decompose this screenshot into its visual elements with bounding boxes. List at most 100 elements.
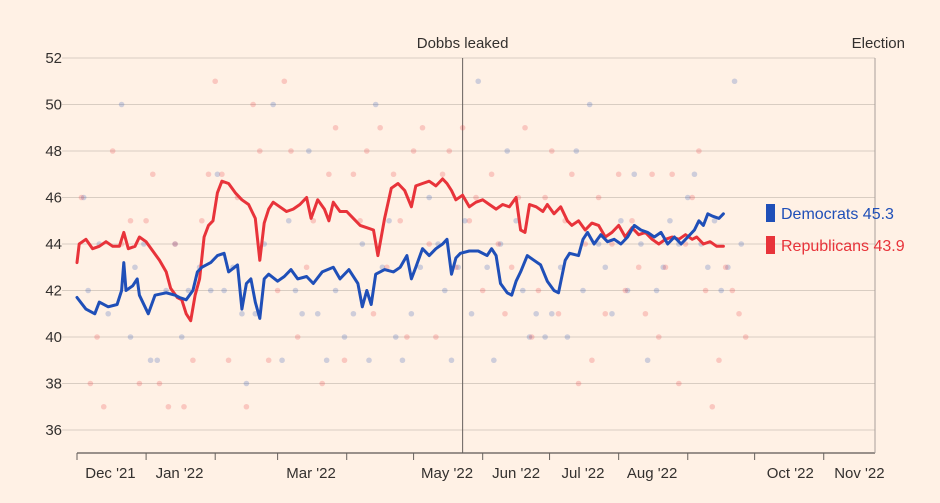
- poll-dot-republicans: [736, 310, 742, 317]
- x-tick-label: Oct '22: [767, 465, 814, 482]
- poll-dot-democrats: [147, 357, 154, 364]
- poll-dot-republicans: [502, 310, 508, 317]
- x-tick-label: Jan '22: [156, 465, 204, 482]
- poll-dot-democrats: [221, 287, 227, 294]
- poll-dot-democrats: [533, 310, 539, 317]
- poll-dot-republicans: [522, 124, 528, 131]
- poll-dot-republicans: [274, 287, 281, 294]
- poll-dot-republicans: [350, 171, 357, 178]
- poll-dot-republicans: [326, 171, 332, 178]
- poll-dot-republicans: [615, 171, 622, 178]
- poll-dot-republicans: [377, 124, 383, 131]
- poll-dot-democrats: [372, 101, 379, 108]
- y-tick-label: 36: [45, 422, 62, 439]
- poll-dot-republicans: [446, 148, 453, 154]
- legend-label-republicans: Republicans 43.9: [781, 238, 905, 255]
- poll-dot-democrats: [448, 357, 455, 364]
- poll-dot-democrats: [691, 171, 698, 178]
- poll-dot-democrats: [239, 310, 245, 317]
- poll-dot-republicans: [172, 241, 178, 247]
- poll-dot-democrats: [526, 334, 533, 340]
- poll-dot-republicans: [473, 194, 479, 201]
- poll-dot-democrats: [359, 241, 366, 247]
- poll-dot-democrats: [653, 287, 660, 294]
- poll-dot-republicans: [702, 287, 709, 294]
- poll-dot-republicans: [689, 194, 696, 201]
- poll-dot-republicans: [595, 194, 602, 201]
- poll-dot-democrats: [731, 78, 738, 85]
- poll-dot-republicans: [466, 217, 473, 224]
- poll-dot-democrats: [314, 310, 321, 317]
- poll-dot-republicans: [609, 241, 615, 247]
- poll-dot-republicans: [156, 380, 163, 387]
- poll-dot-republicans: [181, 403, 187, 410]
- poll-dot-republicans: [419, 124, 426, 131]
- poll-dot-republicans: [488, 171, 495, 178]
- poll-dot-democrats: [172, 241, 178, 247]
- poll-dot-republicans: [439, 171, 446, 178]
- poll-dot-republicans: [535, 287, 542, 294]
- poll-dot-republicans: [87, 380, 94, 387]
- poll-dot-republicans: [363, 148, 370, 154]
- poll-dot-democrats: [564, 334, 571, 340]
- poll-dot-democrats: [80, 194, 87, 201]
- poll-dot-republicans: [370, 310, 377, 317]
- poll-dot-republicans: [508, 264, 515, 271]
- poll-dot-democrats: [399, 357, 406, 364]
- poll-dot-republicans: [243, 403, 250, 410]
- x-tick-label: May '22: [421, 465, 473, 482]
- poll-dot-democrats: [185, 287, 192, 294]
- poll-dot-republicans: [256, 148, 263, 154]
- legend-label-democrats: Democrats 45.3: [781, 206, 894, 223]
- poll-dot-republicans: [716, 357, 722, 364]
- poll-dot-democrats: [586, 101, 593, 108]
- poll-dot-republicans: [729, 287, 736, 294]
- poll-dot-democrats: [484, 264, 490, 271]
- y-tick-label: 42: [45, 283, 62, 300]
- poll-dot-democrats: [441, 287, 448, 294]
- x-tick-label: Aug '22: [627, 465, 677, 482]
- poll-dot-democrats: [667, 217, 673, 224]
- poll-dot-republicans: [582, 241, 589, 247]
- poll-dot-republicans: [696, 148, 702, 154]
- poll-dot-democrats: [711, 217, 718, 224]
- poll-dot-republicans: [127, 217, 134, 224]
- x-tick-label: Dec '21: [85, 465, 135, 482]
- poll-dot-democrats: [520, 287, 526, 294]
- poll-dot-republicans: [199, 217, 205, 224]
- poll-dot-democrats: [332, 287, 339, 294]
- poll-dot-democrats: [366, 357, 372, 364]
- legend-swatch-democrats: [766, 204, 775, 222]
- poll-dot-democrats: [468, 310, 475, 317]
- y-axis: 36 38 40 42 44 46 48 50 52: [45, 50, 62, 439]
- poll-dot-democrats: [718, 287, 724, 294]
- poll-dot-republicans: [165, 403, 172, 410]
- annotation-label: Dobbs leaked: [417, 35, 509, 52]
- poll-dot-democrats: [725, 264, 731, 271]
- poll-dot-democrats: [738, 241, 745, 247]
- poll-dot-republicans: [397, 217, 404, 224]
- poll-dot-republicans: [303, 264, 310, 271]
- poll-dot-republicans: [709, 403, 716, 410]
- annotations: Dobbs leaked Election: [417, 35, 905, 453]
- y-tick-label: 38: [45, 376, 62, 393]
- poll-dot-republicans: [219, 171, 225, 178]
- poll-dot-democrats: [426, 194, 432, 201]
- poll-dot-republicans: [136, 380, 143, 387]
- legend-swatch-republicans: [766, 236, 775, 254]
- poll-dot-republicans: [589, 357, 595, 364]
- trend-line-democrats: [75, 212, 725, 320]
- poll-dot-democrats: [279, 357, 285, 364]
- y-tick-label: 44: [45, 236, 62, 253]
- poll-dot-democrats: [631, 171, 638, 178]
- poll-dot-republicans: [225, 357, 232, 364]
- poll-dot-republicans: [143, 217, 149, 224]
- poll-dot-republicans: [433, 334, 439, 340]
- poll-dot-republicans: [190, 357, 196, 364]
- poll-dot-republicans: [676, 380, 682, 387]
- series-end-labels: Democrats 45.3 Republicans 43.9: [766, 204, 905, 255]
- poll-dot-republicans: [459, 124, 466, 131]
- poll-dot-republicans: [548, 148, 555, 154]
- poll-dot-republicans: [569, 171, 575, 178]
- poll-dot-republicans: [669, 171, 675, 178]
